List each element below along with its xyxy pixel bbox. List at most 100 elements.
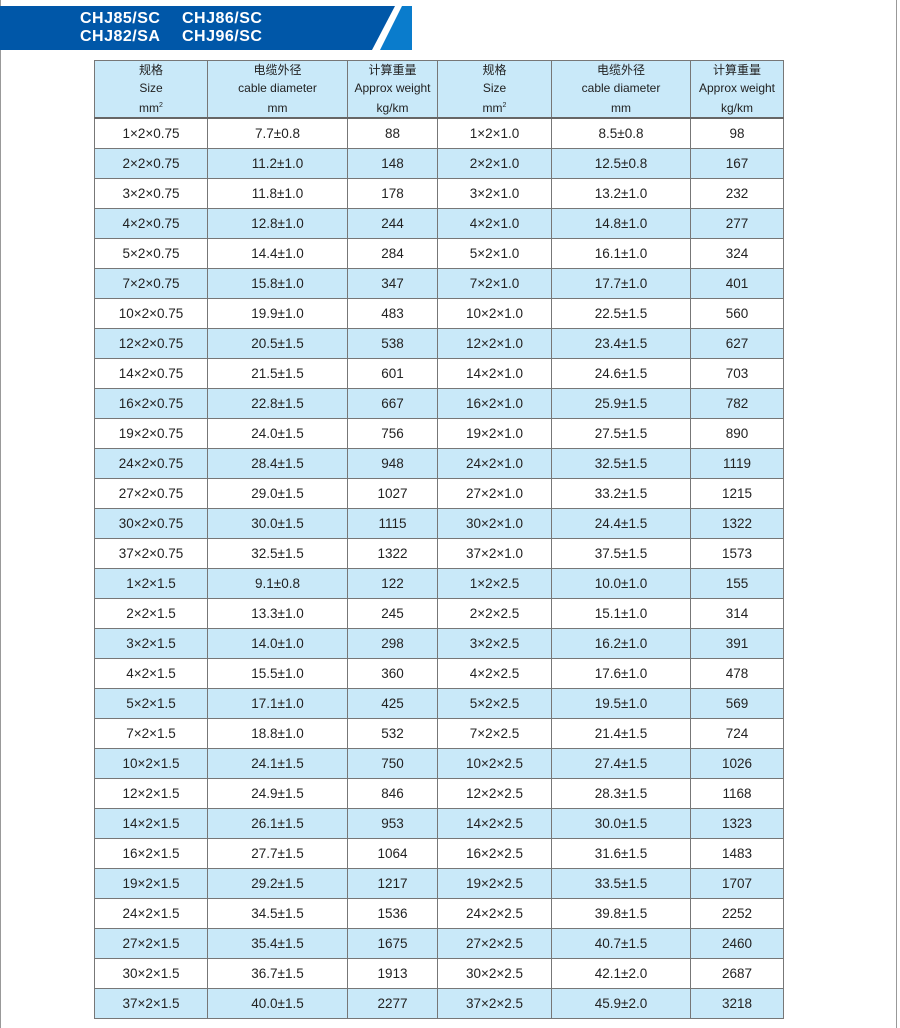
cable-spec-table: 规格 Size mm2 电缆外径 cable diameter mm 计算重量 Approx …: [94, 60, 784, 1019]
table-cell: 1119: [690, 448, 784, 479]
table-cell: 24.9±1.5: [207, 778, 348, 809]
table-cell: 11.2±1.0: [207, 148, 348, 179]
column-header: 计算重量 Approx weight kg/km: [347, 60, 438, 119]
table-cell: 401: [690, 268, 784, 299]
table-cell: 30×2×1.5: [94, 958, 208, 989]
table-cell: 298: [347, 628, 438, 659]
table-cell: 667: [347, 388, 438, 419]
table-cell: 277: [690, 208, 784, 239]
table-cell: 122: [347, 568, 438, 599]
table-cell: 846: [347, 778, 438, 809]
table-cell: 33.5±1.5: [551, 868, 691, 899]
table-cell: 756: [347, 418, 438, 449]
table-cell: 30×2×2.5: [437, 958, 552, 989]
table-row: 19×2×1.5 29.2±1.5 1217 19×2×2.5 33.5±1.5 1707: [94, 868, 784, 899]
table-cell: 15.5±1.0: [207, 658, 348, 689]
table-cell: 27×2×2.5: [437, 928, 552, 959]
table-cell: 16×2×2.5: [437, 838, 552, 869]
table-cell: 532: [347, 718, 438, 749]
header-en: Size: [482, 81, 507, 95]
header-unit: mm2: [139, 101, 163, 115]
table-cell: 24×2×1.0: [437, 448, 552, 479]
header-cn: 计算重量: [368, 63, 417, 77]
table-cell: 1675: [347, 928, 438, 959]
table-cell: 16×2×1.0: [437, 388, 552, 419]
table-cell: 478: [690, 658, 784, 689]
table-cell: 33.2±1.5: [551, 478, 691, 509]
table-cell: 360: [347, 658, 438, 689]
table-cell: 15.8±1.0: [207, 268, 348, 299]
table-cell: 37×2×1.0: [437, 538, 552, 569]
table-row: 2×2×0.75 11.2±1.0 148 2×2×1.0 12.5±0.8 167: [94, 148, 784, 179]
table-cell: 4×2×0.75: [94, 208, 208, 239]
table-cell: 347: [347, 268, 438, 299]
table-row: 30×2×0.75 30.0±1.5 1115 30×2×1.0 24.4±1.5 132…: [94, 508, 784, 539]
table-row: 4×2×0.75 12.8±1.0 244 4×2×1.0 14.8±1.0 277: [94, 208, 784, 239]
table-cell: 1707: [690, 868, 784, 899]
header-cn: 电缆外径: [253, 63, 302, 77]
table-cell: 27×2×1.0: [437, 478, 552, 509]
table-cell: 2277: [347, 988, 438, 1019]
table-cell: 4×2×1.5: [94, 658, 208, 689]
table-cell: 425: [347, 688, 438, 719]
table-cell: 10×2×2.5: [437, 748, 552, 779]
table-cell: 5×2×1.0: [437, 238, 552, 269]
table-cell: 15.1±1.0: [551, 598, 691, 629]
table-cell: 34.5±1.5: [207, 898, 348, 929]
table-cell: 17.7±1.0: [551, 268, 691, 299]
table-cell: 1×2×1.0: [437, 117, 552, 149]
header-cn: 计算重量: [712, 63, 761, 77]
header-cn: 规格: [138, 63, 163, 77]
table-cell: 1×2×1.5: [94, 568, 208, 599]
model-name: CHJ96/SC: [182, 28, 263, 45]
table-cell: 14.4±1.0: [207, 238, 348, 269]
model-name: CHJ86/SC: [182, 10, 263, 27]
header-en: Approx weight: [698, 81, 776, 95]
table-cell: 5×2×1.5: [94, 688, 208, 719]
table-row: 12×2×1.5 24.9±1.5 846 12×2×2.5 28.3±1.5 1168: [94, 778, 784, 809]
table-cell: 1×2×0.75: [94, 117, 208, 149]
table-cell: 724: [690, 718, 784, 749]
header-unit: kg/km: [376, 101, 409, 115]
table-cell: 24×2×0.75: [94, 448, 208, 479]
table-row: 2×2×1.5 13.3±1.0 245 2×2×2.5 15.1±1.0 314: [94, 598, 784, 629]
table-cell: 7.7±0.8: [207, 117, 348, 149]
table-cell: 7×2×0.75: [94, 268, 208, 299]
table-cell: 560: [690, 298, 784, 329]
header-unit: mm: [611, 101, 631, 115]
table-cell: 12.8±1.0: [207, 208, 348, 239]
model-banner: CHJ85/SC CHJ86/SC CHJ82/SA CHJ96/SC: [0, 6, 412, 50]
table-cell: 3×2×2.5: [437, 628, 552, 659]
table-row: 30×2×1.5 36.7±1.5 1913 30×2×2.5 42.1±2.0 2687: [94, 958, 784, 989]
table-cell: 21.5±1.5: [207, 358, 348, 389]
table-cell: 11.8±1.0: [207, 178, 348, 209]
table-cell: 19×2×1.5: [94, 868, 208, 899]
table-row: 10×2×1.5 24.1±1.5 750 10×2×2.5 27.4±1.5 1026: [94, 748, 784, 779]
table-cell: 18.8±1.0: [207, 718, 348, 749]
table-cell: 3×2×0.75: [94, 178, 208, 209]
table-cell: 2×2×2.5: [437, 598, 552, 629]
table-cell: 29.0±1.5: [207, 478, 348, 509]
table-cell: 12.5±0.8: [551, 148, 691, 179]
table-cell: 30×2×0.75: [94, 508, 208, 539]
table-cell: 314: [690, 598, 784, 629]
table-cell: 1483: [690, 838, 784, 869]
table-cell: 14×2×1.0: [437, 358, 552, 389]
table-row: 24×2×0.75 28.4±1.5 948 24×2×1.0 32.5±1.5 1119: [94, 448, 784, 479]
table-row: 19×2×0.75 24.0±1.5 756 19×2×1.0 27.5±1.5 890: [94, 418, 784, 449]
table-cell: 12×2×0.75: [94, 328, 208, 359]
table-row: 14×2×1.5 26.1±1.5 953 14×2×2.5 30.0±1.5 1323: [94, 808, 784, 839]
table-cell: 32.5±1.5: [551, 448, 691, 479]
table-cell: 2687: [690, 958, 784, 989]
table-row: 14×2×0.75 21.5±1.5 601 14×2×1.0 24.6±1.5 703: [94, 358, 784, 389]
page-border-left: [0, 0, 1, 1028]
table-cell: 30.0±1.5: [551, 808, 691, 839]
table-cell: 88: [347, 117, 438, 149]
table-row: 1×2×0.75 7.7±0.8 88 1×2×1.0 8.5±0.8 98: [94, 117, 784, 149]
table-cell: 24.4±1.5: [551, 508, 691, 539]
table-cell: 19×2×1.0: [437, 418, 552, 449]
page-border-right: [896, 0, 897, 1028]
column-header: 规格 Size mm2: [437, 60, 552, 119]
table-cell: 42.1±2.0: [551, 958, 691, 989]
table-cell: 1026: [690, 748, 784, 779]
